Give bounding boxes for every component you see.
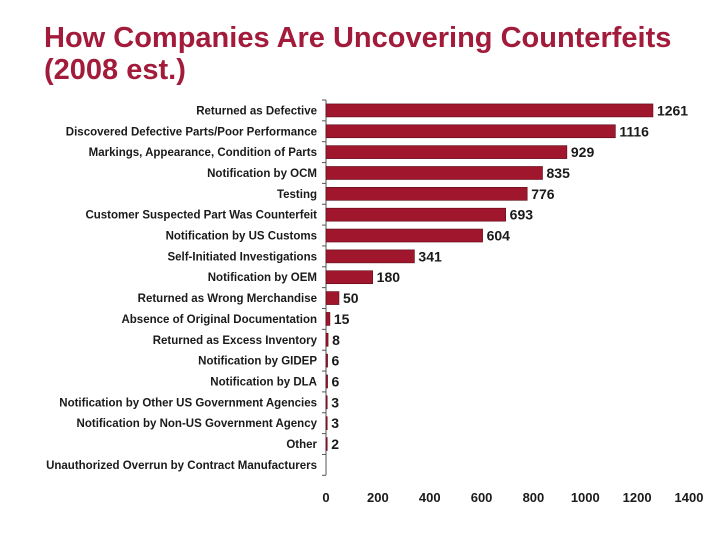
bar	[325, 395, 328, 410]
category-label: Returned as Defective	[196, 105, 317, 117]
category-label: Unauthorized Overrun by Contract Manufac…	[46, 460, 317, 472]
value-label: 8	[332, 332, 340, 348]
bar	[325, 353, 328, 368]
bar	[325, 145, 568, 159]
x-tick-label: 400	[419, 490, 441, 505]
bar	[325, 249, 415, 264]
bar	[325, 374, 328, 389]
value-label: 604	[487, 228, 511, 244]
bar	[325, 332, 329, 347]
value-label: 3	[331, 415, 339, 431]
value-label: 835	[547, 165, 571, 181]
category-label: Notification by OEM	[208, 272, 317, 284]
value-label: 1261	[657, 102, 688, 118]
bar	[325, 270, 373, 285]
value-label: 6	[332, 353, 340, 369]
category-label: Returned as Excess Inventory	[153, 335, 318, 347]
bar	[325, 187, 528, 201]
x-tick-label: 600	[471, 490, 493, 505]
bar	[325, 124, 616, 139]
bar	[325, 416, 328, 430]
x-tick-label: 1200	[623, 490, 652, 505]
value-label: 15	[334, 311, 350, 327]
bar	[325, 207, 506, 222]
bar	[325, 291, 340, 305]
value-label: 1116	[619, 123, 649, 139]
category-label: Testing	[277, 189, 317, 201]
category-label: Notification by GIDEP	[198, 356, 317, 368]
bar	[325, 103, 654, 118]
category-label: Markings, Appearance, Condition of Parts	[89, 147, 317, 159]
value-label: 50	[343, 290, 359, 306]
x-tick-label: 1400	[675, 490, 704, 505]
value-label: 6	[332, 373, 340, 389]
chart-title-line-2: (2008 est.)	[44, 54, 186, 86]
category-label: Self-Initiated Investigations	[167, 251, 317, 263]
category-label: Notification by Other US Government Agen…	[59, 397, 317, 409]
category-label: Discovered Defective Parts/Poor Performa…	[66, 126, 317, 138]
category-label: Notification by DLA	[210, 376, 317, 388]
category-label: Returned as Wrong Merchandise	[138, 293, 317, 305]
bar	[325, 437, 328, 451]
chart-title: How Companies Are Uncovering Counterfeit…	[44, 22, 671, 86]
x-tick-label: 200	[367, 490, 389, 505]
bar	[325, 312, 331, 326]
bar	[325, 166, 543, 180]
chart-title-line-1: How Companies Are Uncovering Counterfeit…	[44, 22, 672, 54]
x-tick-label: 800	[523, 490, 545, 505]
category-label: Customer Suspected Part Was Counterfeit	[85, 210, 317, 222]
category-label: Notification by OCM	[207, 168, 317, 180]
category-label: Notification by US Customs	[166, 231, 317, 243]
category-label: Other	[286, 439, 317, 451]
value-label: 180	[377, 269, 401, 285]
category-label: Notification by Non-US Government Agency	[77, 418, 318, 430]
value-label: 3	[331, 394, 339, 410]
bar	[325, 228, 483, 243]
category-label: Absence of Original Documentation	[121, 314, 317, 326]
value-label: 2	[331, 436, 339, 452]
value-label: 693	[510, 207, 534, 223]
value-label: 341	[418, 248, 442, 264]
value-label: 776	[531, 186, 555, 202]
x-tick-label: 0	[322, 490, 329, 505]
x-tick-label: 1000	[571, 490, 600, 505]
value-label: 929	[571, 144, 595, 160]
